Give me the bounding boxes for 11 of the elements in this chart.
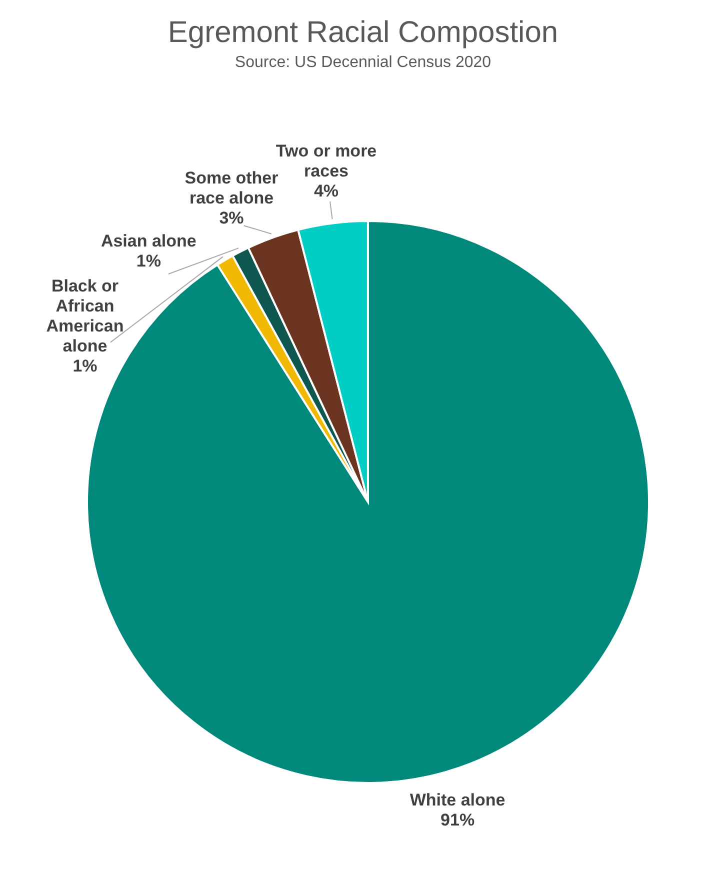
chart-subtitle: Source: US Decennial Census 2020 bbox=[234, 54, 492, 71]
data-label: 4% bbox=[314, 182, 339, 201]
slice-label: White alone bbox=[410, 790, 506, 810]
chart-title: Egremont Racial Compostion bbox=[168, 16, 558, 49]
slice-label: Some other race alone bbox=[184, 168, 279, 208]
data-label: 1% bbox=[72, 356, 98, 376]
data-label: 3% bbox=[219, 208, 244, 228]
slice-label: Black or African American alone bbox=[46, 276, 124, 356]
slice-label: Asian alone bbox=[100, 231, 196, 250]
data-label: 1% bbox=[136, 251, 161, 270]
data-label: 91% bbox=[440, 810, 475, 830]
